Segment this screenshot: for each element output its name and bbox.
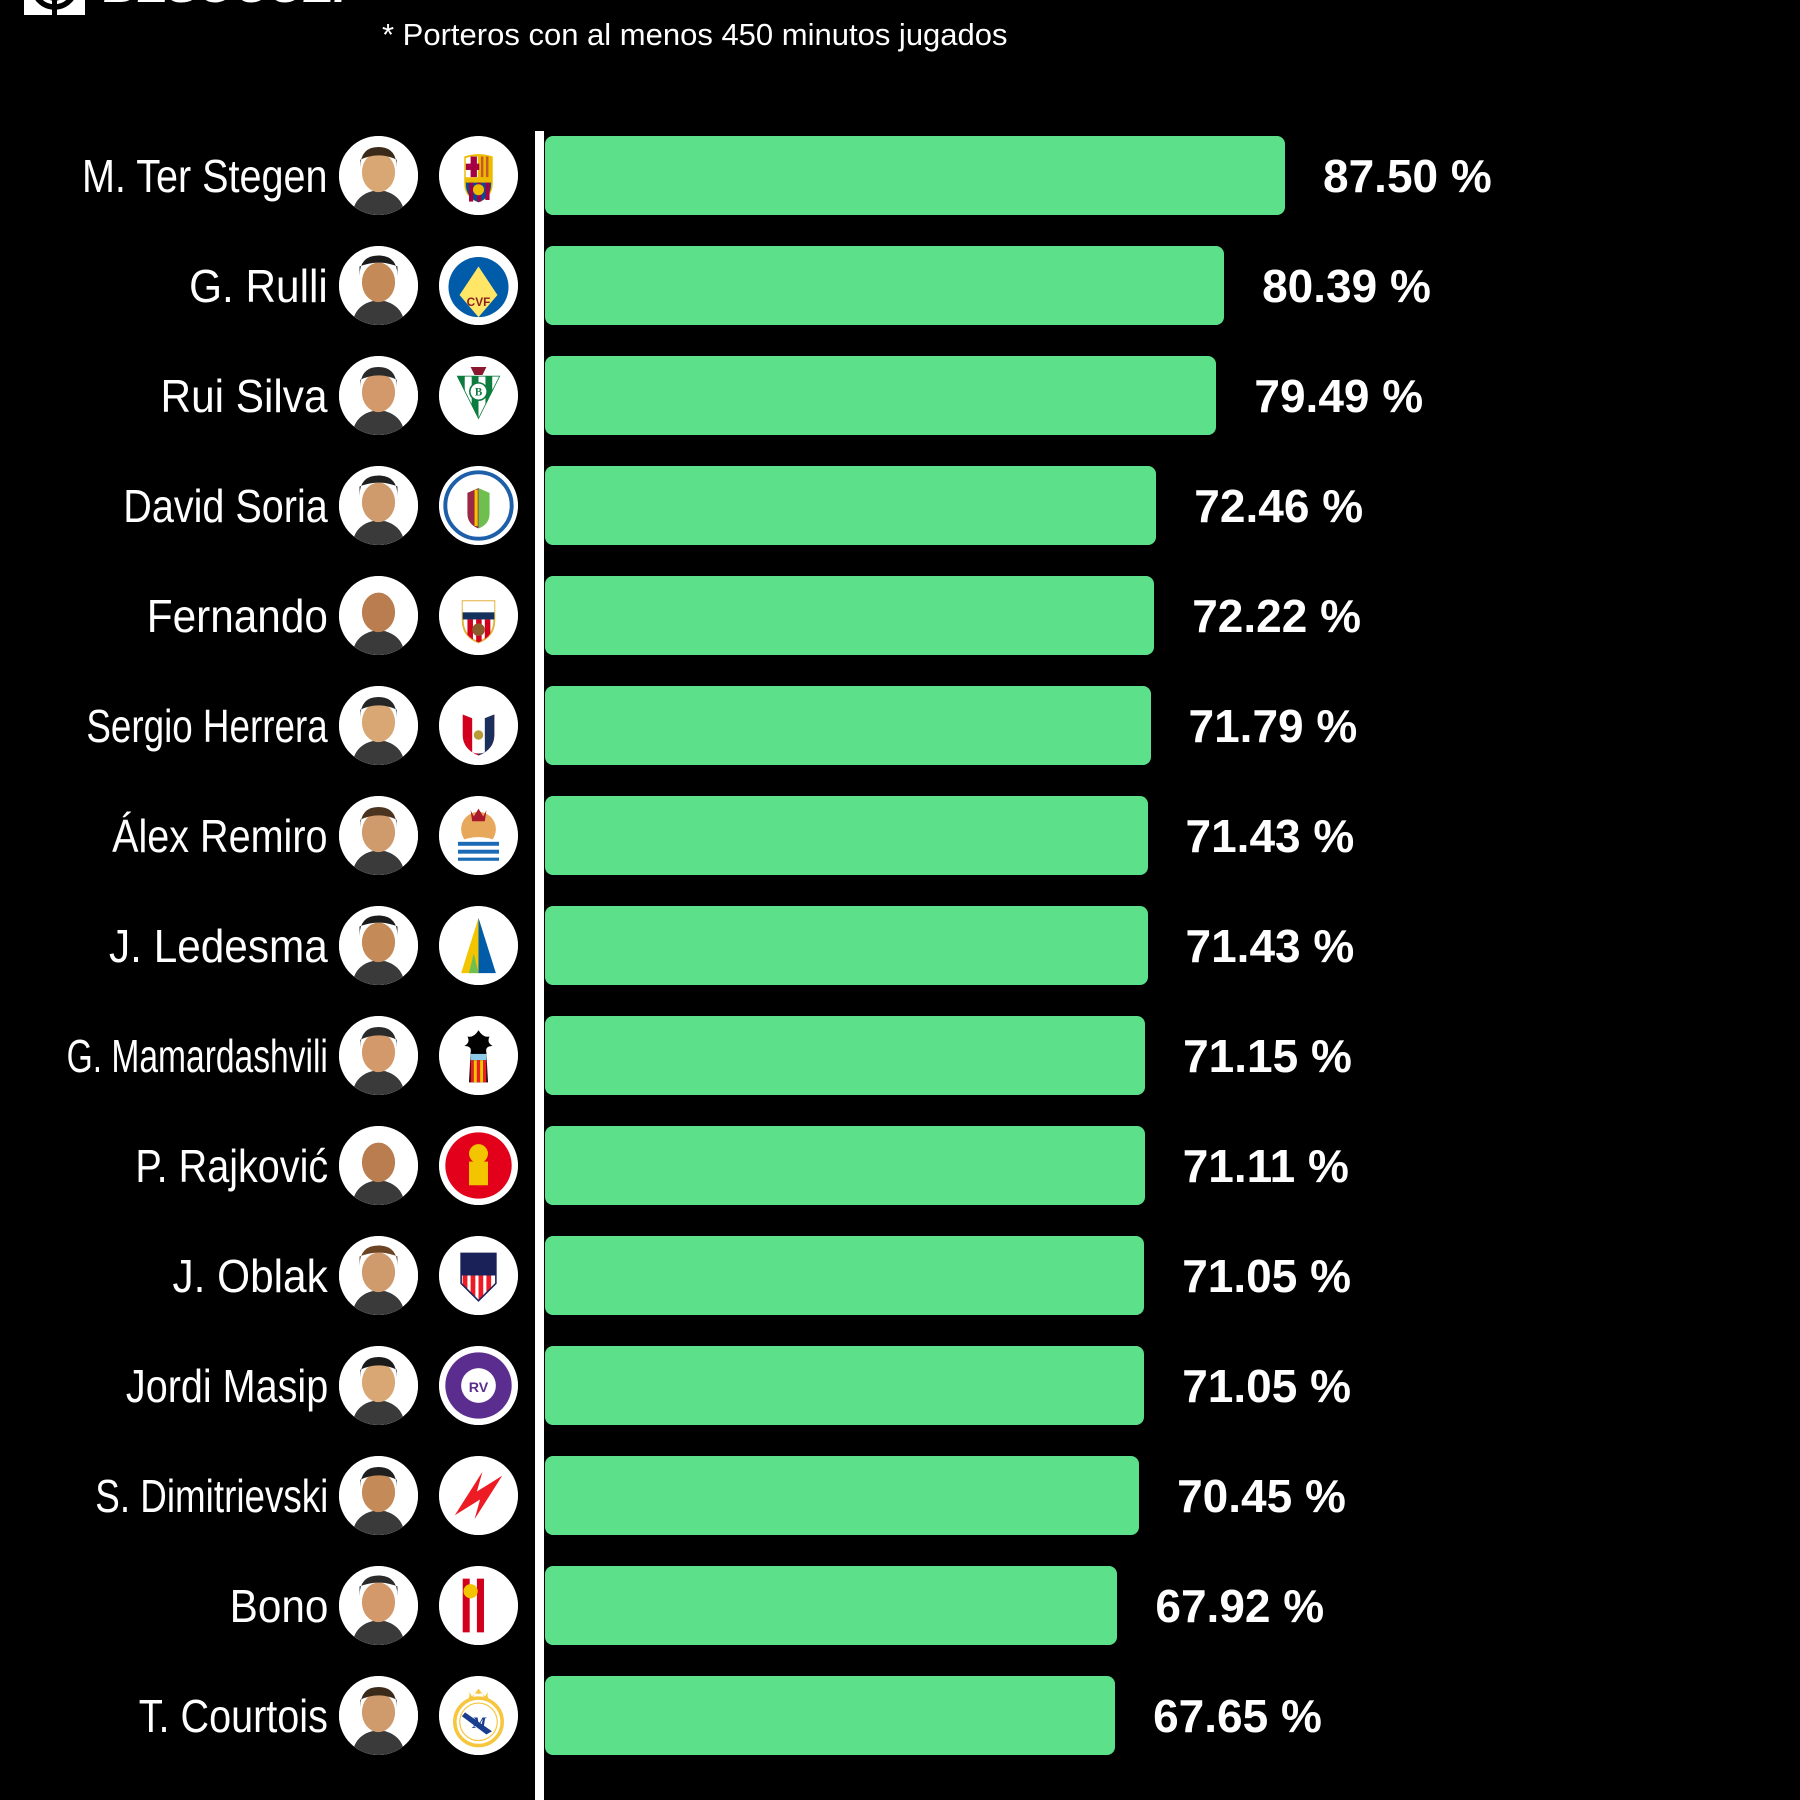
svg-text:CVF: CVF: [467, 295, 491, 309]
svg-text:B: B: [475, 387, 483, 399]
svg-text:BESOCCER: BESOCCER: [99, 0, 350, 13]
svg-text:RV: RV: [469, 1380, 489, 1396]
svg-text:M: M: [471, 1715, 487, 1732]
